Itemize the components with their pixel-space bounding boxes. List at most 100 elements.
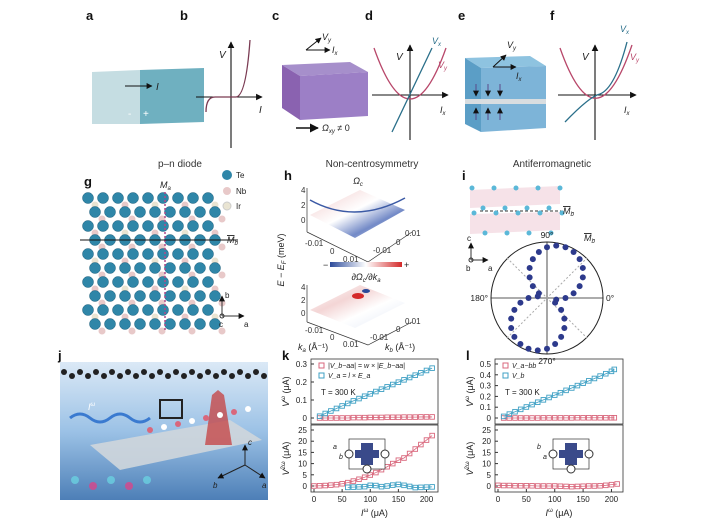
te-atom: [142, 304, 154, 316]
svg-text:+: +: [404, 260, 409, 270]
te-atom: [89, 318, 101, 330]
ix-label: Ix: [332, 45, 339, 57]
spin-spot: [143, 476, 151, 484]
te-atom: [97, 304, 109, 316]
legend-nb: Nb: [236, 187, 247, 196]
atom: [491, 185, 497, 191]
current-wave: [69, 412, 151, 424]
data-point: [328, 408, 334, 414]
data-point: [418, 441, 424, 448]
label-base: V: [465, 400, 475, 407]
polar-data-point: [534, 293, 541, 300]
te-atom: [97, 276, 109, 288]
panel-h-band-structure: Ωc E − EF (meV) 4 2 0 -0.01 0 0.01 0.01 …: [276, 176, 421, 354]
k-top-chart: 0 0.1 0.2 0.3 Vω (μA) |V_b−aa| = w × |E_b−aa|…: [281, 358, 439, 425]
polar-data-point: [558, 306, 565, 313]
kb-axis-label: kb (Å⁻¹): [385, 342, 415, 354]
legend-marker: [318, 362, 325, 369]
te-atom: [82, 220, 94, 232]
te-atom: [172, 220, 184, 232]
data-point: [339, 403, 345, 409]
molecule: [237, 369, 243, 375]
polar-data-point: [534, 347, 541, 354]
data-point: [529, 401, 535, 408]
colorbar-label: ∂Ωc/∂ka: [351, 272, 381, 284]
temperature-annotation: T = 300 K: [321, 388, 356, 397]
data-point: [597, 373, 603, 379]
atom: [480, 205, 486, 211]
crystal-axes: [217, 444, 266, 479]
te-atom: [112, 192, 124, 204]
panel-labels: a b c d e f g h i j k l: [57, 8, 555, 363]
ka-axis-label: ka (Å⁻¹): [298, 342, 328, 354]
y-tick-label: 20: [298, 437, 307, 446]
data-point: [500, 413, 507, 420]
inset-meter: [380, 449, 390, 459]
current-label: I: [156, 82, 159, 93]
atom: [515, 210, 521, 216]
colorbar: − + ∂Ωc/∂ka: [323, 260, 409, 284]
data-point: [412, 446, 419, 452]
atom: [513, 185, 519, 191]
panel-e-afm-slab: Vy Ix: [465, 40, 546, 132]
te-atom: [142, 276, 154, 288]
molecule: [181, 373, 187, 379]
vx-label: Vx: [620, 24, 630, 36]
axis-label: Iω (μA): [361, 508, 388, 518]
legend-marker: [502, 372, 509, 379]
x-tick-label: 150: [576, 495, 590, 504]
caption-pn-diode: p–n diode: [158, 159, 202, 170]
te-atom: [164, 262, 176, 274]
spin-spot: [175, 421, 181, 427]
nb-atom: [128, 327, 136, 335]
svg-text:2: 2: [301, 296, 306, 305]
inset-axis-label: b: [339, 454, 343, 461]
legend-label: |V_b−aa| = w × |E_b−aa|: [328, 363, 405, 370]
data-point: [361, 393, 368, 399]
svg-text:0.01: 0.01: [405, 317, 421, 326]
inset-meter: [584, 449, 594, 459]
data-point: [423, 367, 430, 374]
polar-data-point: [544, 244, 550, 251]
current-axis-label: I: [259, 105, 262, 116]
te-atom: [104, 290, 116, 302]
te-atom: [149, 318, 161, 330]
data-point: [569, 385, 575, 391]
te-atom: [112, 220, 124, 232]
lattice-atoms: [82, 192, 226, 335]
svg-text:0.01: 0.01: [343, 340, 359, 349]
data-point: [557, 389, 564, 396]
polar-data-point: [579, 264, 586, 271]
series-line: [319, 416, 433, 419]
data-point: [390, 381, 396, 388]
vy-label: Vy: [438, 60, 448, 72]
polar-data-point: [526, 274, 533, 281]
panel-label-a: a: [86, 8, 94, 23]
data-point: [356, 395, 362, 402]
te-atom: [104, 262, 116, 274]
data-point: [412, 372, 419, 378]
svg-text:b: b: [225, 291, 230, 300]
ix-label: Ix: [516, 71, 523, 83]
spin-spot: [147, 427, 153, 433]
x-tick-label: 50: [338, 495, 347, 504]
polar-data-point: [552, 341, 559, 348]
label-base: V: [281, 468, 291, 475]
molecule: [165, 373, 171, 379]
molecule: [141, 369, 147, 375]
data-point: [429, 432, 435, 439]
svg-text:a: a: [262, 481, 267, 490]
te-atom: [97, 248, 109, 260]
y-tick-label: 25: [482, 426, 491, 435]
y-tick-label: 0.5: [480, 360, 492, 369]
te-atom: [202, 276, 214, 288]
y-tick-label: 20: [482, 437, 491, 446]
polar-data-point: [508, 325, 515, 332]
te-atom: [194, 290, 206, 302]
atom: [502, 205, 508, 211]
y-tick-label: 0.2: [296, 378, 308, 387]
layered-crystal: [469, 185, 565, 236]
label-unit: (μA): [281, 442, 291, 462]
inset-source: [548, 449, 558, 459]
